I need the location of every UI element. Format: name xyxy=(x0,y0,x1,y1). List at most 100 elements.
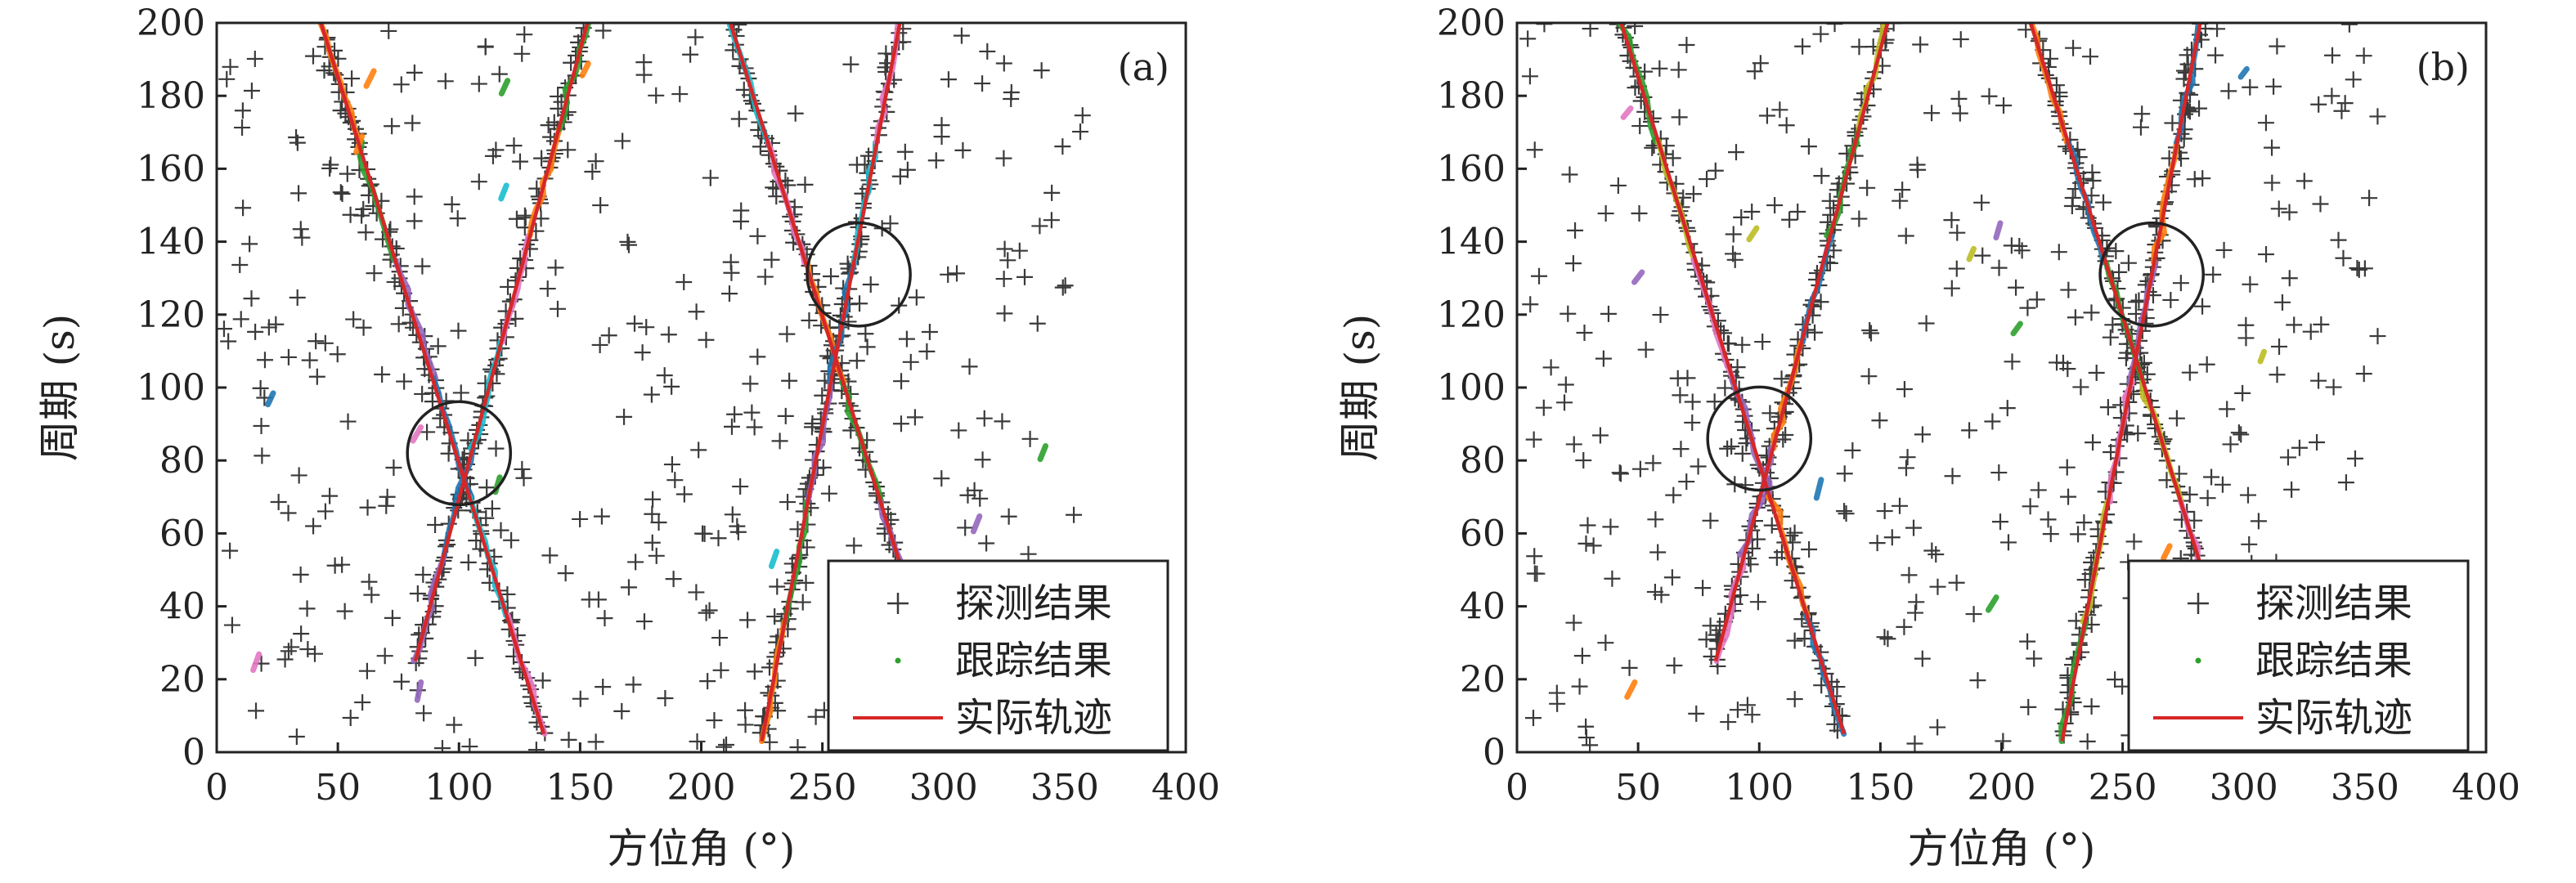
detection-point xyxy=(954,141,972,159)
legend-entry-label: 探测结果 xyxy=(2255,580,2412,626)
detection-point xyxy=(996,305,1013,322)
detection-point xyxy=(1995,733,2012,750)
detection-point xyxy=(1602,518,1619,536)
detection-point xyxy=(933,470,950,487)
detection-point xyxy=(2325,379,2342,396)
detection-point xyxy=(1573,648,1591,665)
legend-entry-label: 探测结果 xyxy=(955,580,1112,626)
detection-point xyxy=(1800,138,1817,155)
detection-point xyxy=(1951,105,1968,122)
detection-point xyxy=(743,404,761,421)
detection-point xyxy=(1923,542,1941,559)
detection-point xyxy=(737,701,754,719)
detection-point xyxy=(696,525,713,542)
detection-point xyxy=(1685,186,1702,203)
detection-point xyxy=(587,153,604,170)
tracking-result-mark xyxy=(579,61,591,78)
detection-point xyxy=(572,690,589,707)
detection-point xyxy=(1054,138,1071,155)
detection-point xyxy=(1521,68,1538,85)
detection-point xyxy=(859,338,876,356)
detection-point xyxy=(2215,241,2233,258)
detection-point xyxy=(429,338,447,355)
chart-panel-a: 0 50 100 150 200 250 300 350 400 0 20 40 60 80 100 120 1… xyxy=(36,2,1220,872)
detection-point xyxy=(477,38,494,56)
detection-point xyxy=(2219,401,2236,418)
detection-point xyxy=(1560,305,1577,322)
detection-point xyxy=(1812,294,1829,311)
crossing-circle xyxy=(806,221,912,328)
detection-point xyxy=(2281,204,2298,221)
detection-point xyxy=(358,662,375,679)
detection-point xyxy=(1031,217,1048,235)
detection-point xyxy=(1525,431,1542,448)
detection-point xyxy=(1761,405,1779,422)
detection-point xyxy=(1990,259,2008,276)
detection-point xyxy=(1579,517,1596,534)
detection-point xyxy=(384,118,401,135)
detection-point xyxy=(1879,630,1896,648)
detection-point xyxy=(797,176,814,193)
detection-point xyxy=(2132,119,2149,136)
detection-point xyxy=(2042,50,2059,67)
true-track-line xyxy=(1619,23,1847,735)
detection-point xyxy=(2050,244,2067,261)
detection-point xyxy=(739,612,756,629)
detection-point xyxy=(359,499,376,516)
detection-point xyxy=(797,574,815,591)
detection-point xyxy=(2355,365,2372,383)
detection-point xyxy=(298,600,316,617)
y-axis-title: 周期 (s) xyxy=(36,314,83,462)
detection-point xyxy=(1908,594,1925,611)
detection-point xyxy=(452,384,469,401)
detection-point xyxy=(414,385,431,402)
detection-point xyxy=(1672,441,1690,458)
detection-point xyxy=(2296,173,2313,190)
detection-point xyxy=(2222,436,2239,453)
detection-point xyxy=(2019,299,2036,316)
detection-point xyxy=(1729,701,1746,719)
detection-point xyxy=(2125,533,2143,550)
detection-point xyxy=(483,500,500,518)
detection-point xyxy=(1910,161,1927,178)
detection-point xyxy=(1646,583,1663,600)
detection-point xyxy=(292,566,309,583)
true-track-line xyxy=(2060,23,2202,742)
detection-point xyxy=(1526,141,1543,159)
y-tick-label: 80 xyxy=(1460,440,1506,482)
legend-entry-label: 跟踪结果 xyxy=(955,638,1112,684)
detection-point xyxy=(957,519,974,536)
detection-point xyxy=(892,415,909,433)
tracking-result-mark xyxy=(250,651,263,674)
detection-point xyxy=(596,610,613,627)
detection-point xyxy=(2107,243,2125,260)
detection-point xyxy=(593,508,610,525)
crossing-circle xyxy=(2098,221,2206,328)
detection-point xyxy=(515,469,532,486)
detection-point xyxy=(600,327,617,344)
true-track-line xyxy=(413,23,590,662)
detection-point xyxy=(1631,460,1649,477)
true-track-line xyxy=(1713,23,1890,662)
detection-point xyxy=(627,554,644,571)
detection-point xyxy=(2194,170,2211,187)
detection-point xyxy=(1526,565,1543,582)
detection-point xyxy=(656,367,673,384)
detection-point xyxy=(1876,503,1893,520)
y-tick-label: 60 xyxy=(1460,513,1506,554)
detection-point xyxy=(1786,524,1803,541)
detection-point xyxy=(742,375,759,392)
detection-point xyxy=(294,229,311,246)
detection-point xyxy=(712,661,729,679)
detection-point xyxy=(342,206,359,223)
detection-point xyxy=(660,326,677,343)
detection-point xyxy=(995,55,1012,72)
legend-entry-label: 实际轨迹 xyxy=(2255,695,2412,741)
detection-point xyxy=(2011,237,2028,254)
detection-point xyxy=(2313,316,2330,333)
detection-point xyxy=(2271,338,2288,355)
detection-point xyxy=(927,152,945,169)
detection-point xyxy=(280,504,297,522)
